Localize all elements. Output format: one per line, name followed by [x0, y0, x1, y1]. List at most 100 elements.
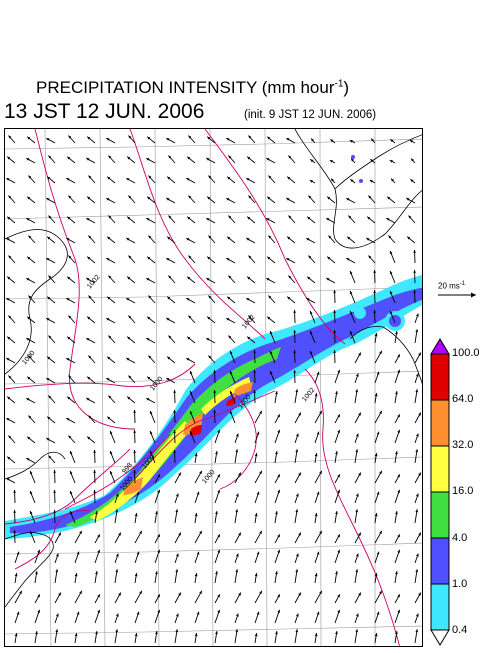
- wind-arrow-head: [37, 609, 40, 613]
- wind-arrow-head: [74, 573, 78, 577]
- wind-arrow-head: [277, 534, 280, 538]
- wind-arrow-head: [35, 631, 38, 635]
- wind-arrow-head: [373, 290, 376, 293]
- wind-arrow-head: [68, 375, 72, 379]
- wind-arrow-head: [269, 330, 273, 335]
- wind-arrow-head: [215, 571, 218, 575]
- wind-arrow-head: [7, 276, 11, 280]
- wind-arrow-head: [8, 195, 12, 199]
- wind-arrow-head: [157, 474, 160, 478]
- wind-arrow-head: [186, 238, 190, 241]
- wind-arrow-head: [386, 218, 390, 221]
- wind-arrow-head: [298, 532, 301, 536]
- wind-arrow-head: [319, 590, 322, 594]
- wind-arrow-head: [87, 136, 91, 140]
- wind-arrow-head: [47, 356, 51, 360]
- wind-arrow-head: [389, 290, 393, 295]
- wind-arrow-head: [351, 158, 354, 162]
- wind-arrow-head: [416, 433, 419, 437]
- wind-arrow-head: [259, 590, 262, 594]
- wind-arrow-head: [374, 393, 378, 397]
- wind-arrow-head: [346, 258, 350, 261]
- wind-arrow-head: [379, 470, 382, 474]
- wind-arrow-head: [277, 549, 280, 553]
- wind-arrow-head: [215, 511, 218, 515]
- wind-arrow-head: [388, 235, 392, 239]
- wind-arrow-head: [19, 590, 22, 594]
- isobar: [5, 363, 196, 390]
- wind-arrow-head: [46, 378, 50, 381]
- wind-arrow-head: [267, 256, 271, 260]
- wind-arrow-head: [316, 611, 320, 615]
- grid-line: [154, 129, 160, 646]
- wind-arrow-head: [335, 451, 338, 455]
- wind-arrow-head: [277, 474, 280, 478]
- wind-arrow-head: [235, 629, 239, 633]
- wind-arrow-head: [316, 551, 320, 555]
- wind-arrow-head: [247, 336, 251, 340]
- wind-arrow-head: [189, 390, 193, 395]
- wind-arrow-head: [267, 136, 271, 140]
- wind-arrow-head: [267, 316, 271, 320]
- wind-arrow-head: [68, 435, 72, 439]
- wind-arrow-head: [296, 493, 299, 497]
- wind-arrow-head: [8, 135, 12, 139]
- wind-arrow-head: [116, 493, 119, 497]
- coastline: [294, 129, 422, 249]
- wind-arrow-head: [97, 534, 100, 538]
- wind-arrow-head: [319, 410, 322, 414]
- wind-scale-label: 20 ms-1: [438, 281, 465, 291]
- wind-arrow-head: [416, 553, 419, 557]
- wind-arrow-head: [355, 449, 359, 453]
- wind-arrow-head: [397, 549, 400, 553]
- wind-arrow-head: [93, 450, 96, 453]
- title-unit-exponent: -1: [334, 78, 344, 90]
- wind-arrow-head: [166, 318, 170, 321]
- wind-arrow-head: [333, 350, 336, 353]
- precip-cell: [389, 315, 401, 327]
- wind-arrow-head: [288, 215, 292, 219]
- wind-arrow-head: [411, 158, 414, 162]
- wind-arrow-head: [173, 410, 176, 413]
- wind-arrow-head: [48, 455, 52, 459]
- wind-arrow-head: [27, 136, 31, 140]
- wind-arrow-head: [337, 369, 340, 373]
- wind-arrow-head: [337, 609, 340, 613]
- wind-arrow-head: [389, 270, 393, 275]
- wind-arrow-head: [146, 218, 150, 221]
- wind-arrow-head: [26, 398, 30, 401]
- wind-arrow-head: [418, 592, 421, 596]
- wind-arrow-head: [287, 176, 291, 180]
- wind-arrow-head: [208, 295, 212, 299]
- wind-arrow-head: [213, 370, 216, 373]
- wind-arrow-head: [93, 470, 96, 473]
- legend-band-16-32: [430, 445, 450, 493]
- wind-arrow-head: [208, 175, 212, 179]
- wind-arrow-head: [187, 276, 191, 280]
- wind-arrow-head: [48, 335, 52, 339]
- wind-arrow-head: [194, 453, 198, 457]
- wind-arrow-head: [69, 490, 73, 495]
- wind-arrow-head: [46, 318, 50, 321]
- wind-arrow-head: [277, 609, 280, 613]
- wind-arrow-head: [14, 633, 18, 637]
- wind-arrow-head: [68, 315, 72, 319]
- wind-arrow-head: [146, 158, 150, 161]
- wind-arrow-head: [397, 414, 400, 418]
- wind-arrow-head: [397, 489, 400, 493]
- wind-arrow-head: [349, 290, 353, 295]
- wind-arrow-head: [175, 629, 179, 633]
- wind-arrow-head: [371, 138, 374, 142]
- wind-arrow-head: [418, 412, 421, 416]
- wind-arrow-head: [97, 609, 100, 613]
- precip-cell: [359, 179, 363, 183]
- wind-arrow-head: [335, 571, 338, 575]
- wind-arrow-head: [86, 158, 90, 161]
- wind-arrow-head: [306, 298, 310, 301]
- wind-arrow-head: [227, 176, 231, 180]
- wind-arrow-head: [118, 592, 121, 596]
- color-legend-bar: [430, 338, 450, 646]
- wind-arrow-head: [6, 478, 10, 481]
- wind-arrow-head: [79, 530, 82, 534]
- wind-arrow-head: [134, 573, 138, 577]
